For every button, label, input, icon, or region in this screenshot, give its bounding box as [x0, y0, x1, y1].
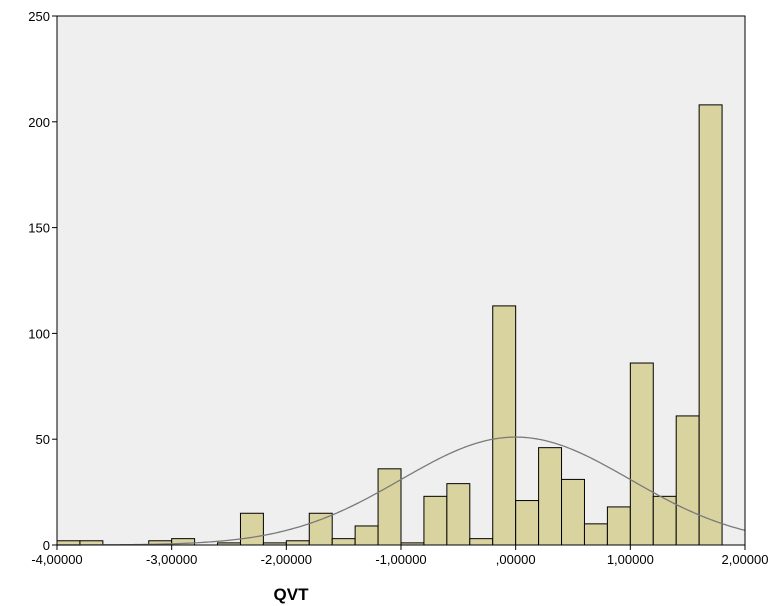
x-tick-label-0: -4,00000: [31, 552, 82, 567]
histogram-bar-11: [377, 468, 402, 546]
histogram-bar-13: [423, 495, 448, 546]
x-axis: -4,00000 -3,00000 -2,00000 -1,00000 ,00000 1,…: [31, 545, 769, 567]
normal-curve: [57, 436, 746, 546]
bars-group: [56, 104, 723, 546]
x-tick-label-3: -1,00000: [375, 552, 426, 567]
histogram-bar-9: [331, 538, 356, 546]
y-tick-label-3: 150: [28, 221, 50, 236]
y-tick-label-0: 0: [43, 538, 50, 553]
histogram-bar-7: [285, 540, 310, 546]
histogram-bar-14: [446, 483, 471, 546]
x-tick-label-1: -3,00000: [146, 552, 197, 567]
x-tick-label-6: 2,00000: [722, 552, 769, 567]
y-tick-label-5: 250: [28, 9, 50, 24]
histogram-bar-10: [354, 525, 379, 546]
histogram-bar-17: [515, 500, 540, 546]
histogram-bar-5: [239, 512, 264, 546]
histogram-bar-22: [629, 362, 654, 546]
x-tick-label-5: 1,00000: [607, 552, 654, 567]
histogram-bar-21: [606, 506, 631, 546]
histogram-bar-15: [469, 538, 494, 546]
histogram-bar-8: [308, 512, 333, 546]
histogram-bar-19: [561, 478, 585, 546]
y-tick-label-1: 50: [36, 432, 50, 447]
histogram-bar-16: [492, 305, 517, 546]
y-tick-label-4: 200: [28, 115, 50, 130]
histogram-bar-24: [675, 415, 700, 546]
x-tick-label-4: ,00000: [496, 552, 536, 567]
histogram-bar-20: [583, 523, 608, 546]
y-tick-label-2: 100: [28, 326, 50, 341]
y-axis: 0 50 100 150 200 250: [28, 9, 57, 553]
histogram-bar-23: [652, 495, 677, 546]
x-tick-label-2: -2,00000: [261, 552, 312, 567]
x-axis-title: QVT: [274, 585, 310, 604]
histogram-bar-18: [538, 447, 563, 546]
histogram-bar-25: [698, 104, 723, 546]
